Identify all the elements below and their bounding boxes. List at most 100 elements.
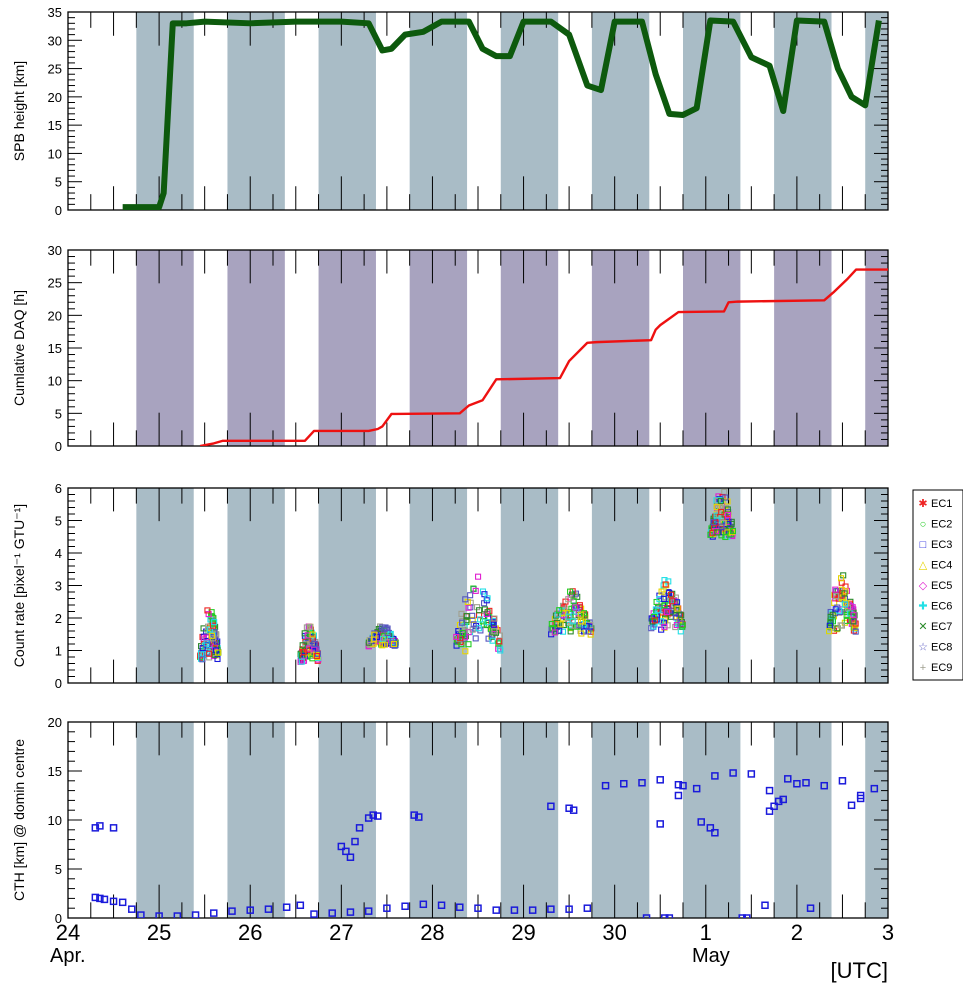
count-rate-point	[551, 629, 558, 636]
count-rate-point	[718, 509, 725, 516]
cth-point	[351, 837, 359, 846]
legend-label: EC9	[931, 662, 952, 674]
count-rate-point	[572, 604, 579, 611]
cth-point	[665, 914, 674, 918]
cth-point	[779, 795, 787, 804]
night-band-7	[683, 250, 741, 446]
count-rate-point	[656, 596, 663, 603]
count-rate-point	[722, 533, 729, 541]
cth-point	[528, 906, 537, 914]
count-rate-point	[453, 633, 460, 640]
count-rate-point	[729, 527, 737, 534]
cth-point	[282, 903, 291, 911]
y-tick-label: 35	[48, 5, 62, 20]
night-band-3	[318, 250, 376, 446]
y-tick-label: 5	[55, 175, 62, 190]
x-tick-label: 1	[700, 920, 712, 945]
cth-point	[565, 905, 573, 913]
count-rate-point	[306, 645, 313, 652]
y-tick-label: 5	[55, 862, 62, 877]
panel-1: 0 5 10 15 20 25 30 35 SPB height [km]	[11, 5, 889, 218]
cth-point	[328, 909, 336, 917]
cth-point	[346, 908, 355, 916]
cth-point	[246, 906, 254, 914]
x-tick-label: 3	[882, 920, 894, 945]
count-rate-point	[465, 641, 472, 648]
count-rate-point	[569, 618, 576, 625]
legend-marker: △	[919, 560, 928, 572]
count-rate-point	[838, 622, 846, 629]
count-rate-point	[214, 638, 221, 645]
x-ticks	[67, 488, 889, 683]
cth-point	[210, 909, 218, 917]
count-rate-point	[673, 606, 680, 614]
count-rate-point	[557, 621, 564, 628]
legend-label: EC6	[931, 601, 952, 613]
night-band-6	[591, 722, 650, 918]
panel-2: 0 5 10 15 20 25 30 Cumlative DAQ [h]	[11, 243, 889, 454]
cth-point	[91, 893, 100, 902]
series-line-1	[122, 17, 882, 210]
y-axis-label: CTH [km] @ domin centre	[11, 739, 27, 901]
night-band-8	[774, 488, 832, 683]
count-rate-point	[843, 600, 850, 607]
night-band-3	[318, 722, 376, 918]
y-tick-label: 0	[55, 439, 62, 454]
count-rate-point	[841, 590, 848, 597]
cth-point	[765, 786, 774, 795]
cth-point	[456, 903, 464, 911]
cth-point	[96, 822, 104, 830]
cth-point	[674, 791, 683, 800]
cth-point	[761, 901, 769, 910]
night-band-2	[227, 722, 285, 918]
count-rate-point	[668, 591, 675, 598]
y-tick-label: 0	[55, 911, 62, 926]
cth-point	[128, 905, 136, 913]
count-rate-point	[662, 581, 669, 588]
count-rate-point	[496, 638, 503, 645]
cth-point	[346, 853, 355, 861]
count-rate-point	[714, 504, 722, 511]
count-rate-point	[476, 607, 483, 614]
night-band-2	[227, 488, 285, 683]
night-band-5	[500, 12, 559, 210]
cth-point	[109, 824, 118, 832]
y-tick-label: 20	[48, 715, 62, 730]
cth-point	[770, 802, 778, 811]
count-rate-point	[475, 573, 482, 580]
night-bands	[136, 488, 888, 683]
count-rate-point	[576, 622, 583, 629]
count-rate-point	[661, 619, 668, 626]
panel-3: 0 1 2 3 4 5 6 Count rate [pixel⁻¹ GTU⁻¹]	[11, 481, 889, 691]
count-rate-point	[472, 635, 479, 642]
cth-point	[847, 801, 856, 810]
count-rate-point	[206, 650, 213, 657]
cth-point	[793, 779, 801, 788]
cth-point	[802, 779, 810, 787]
count-rate-point	[311, 640, 318, 647]
count-rate-point	[215, 649, 222, 656]
night-band-3	[318, 12, 376, 210]
cth-point	[173, 912, 182, 918]
y-tick-label: 10	[48, 374, 62, 389]
night-bands	[136, 722, 888, 918]
x-ticks	[67, 722, 889, 918]
cth-point	[310, 910, 318, 918]
x-tick-label: 27	[329, 920, 353, 945]
count-rate-point	[678, 612, 685, 619]
count-rate-point	[833, 593, 840, 600]
count-rate-point	[211, 619, 218, 626]
night-band-5	[500, 250, 559, 446]
night-band-3	[318, 488, 376, 683]
y-tick-label: 4	[55, 546, 62, 561]
cth-point	[355, 824, 364, 832]
cth-point	[100, 895, 109, 904]
count-rate-point	[470, 621, 477, 628]
count-rate-point	[560, 621, 567, 629]
count-rate-point	[567, 588, 574, 595]
count-rate-point	[469, 616, 476, 624]
count-rate-point	[565, 596, 572, 603]
x-ticks	[67, 250, 889, 446]
y-tick-label: 0	[55, 203, 62, 218]
count-rate-point	[366, 637, 374, 644]
